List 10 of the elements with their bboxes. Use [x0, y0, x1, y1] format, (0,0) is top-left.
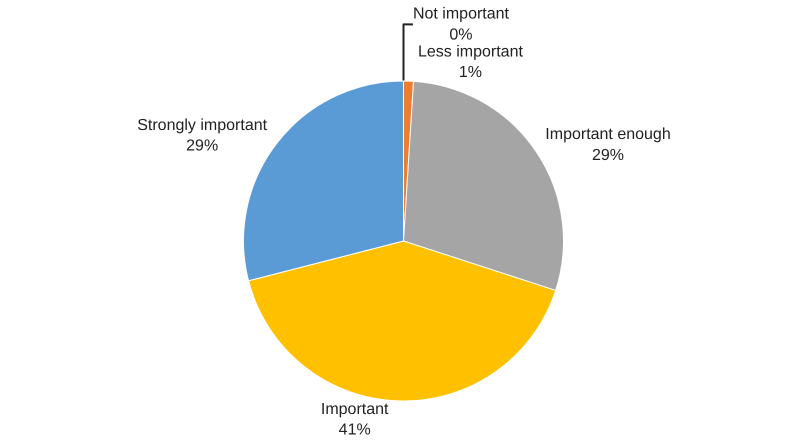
data-label: 41% [338, 422, 371, 439]
category-label: Not important [412, 6, 509, 22]
data-label: 29% [592, 146, 624, 164]
slice-label: Important [320, 400, 390, 418]
data-label: 29% [186, 138, 218, 155]
slice-label: Less important [418, 43, 524, 60]
slice-label: Important enough [545, 126, 671, 144]
slice-label: Strongly important [137, 116, 268, 134]
data-label: 1% [458, 64, 482, 82]
text: 0% [449, 26, 473, 44]
